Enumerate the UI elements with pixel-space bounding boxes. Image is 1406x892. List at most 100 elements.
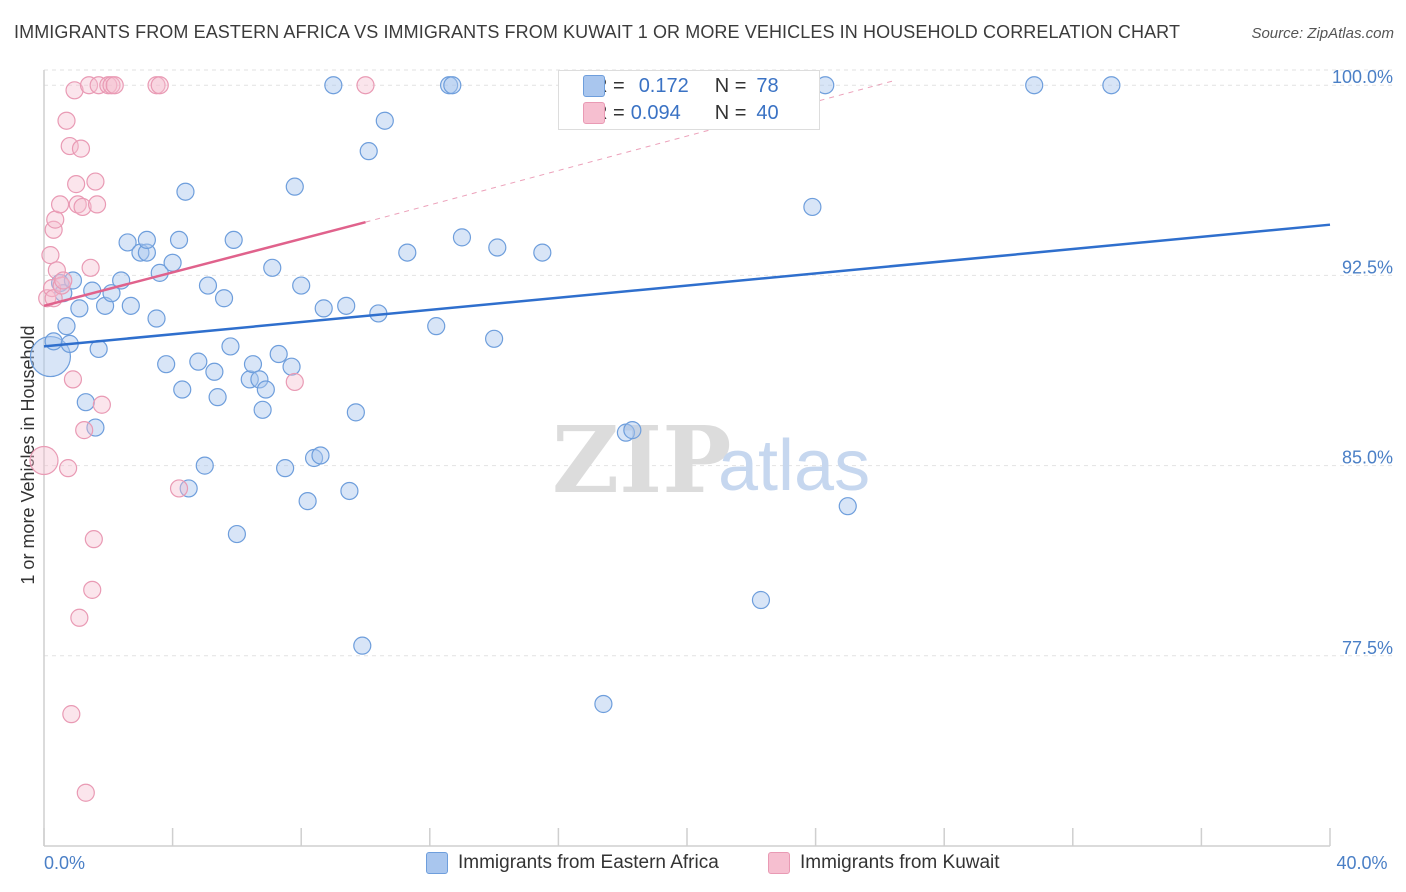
data-point-kuwait	[68, 195, 87, 214]
data-point-eastern-africa	[253, 400, 272, 419]
data-point-kuwait	[89, 76, 108, 95]
data-point-eastern-africa	[340, 481, 359, 501]
x-tick-marks	[43, 828, 1331, 846]
legend-row-kuwait: R = 0.094 N = 40	[583, 101, 779, 125]
series-eastern-africa-points	[29, 76, 1121, 714]
data-point-kuwait	[87, 195, 107, 214]
data-point-kuwait	[46, 210, 65, 229]
data-point-eastern-africa	[250, 370, 269, 389]
data-point-kuwait	[38, 289, 57, 308]
data-point-eastern-africa	[276, 459, 295, 478]
data-point-kuwait	[62, 705, 81, 724]
data-point-eastern-africa	[311, 446, 330, 465]
x-tick-label: 40.0%	[1336, 853, 1387, 873]
data-point-kuwait	[57, 111, 76, 130]
legend-r-value: 0.172	[638, 74, 689, 97]
data-point-eastern-africa	[157, 355, 176, 374]
watermark: ZIP atlas	[552, 406, 870, 514]
data-point-eastern-africa	[452, 228, 472, 247]
data-point-eastern-africa	[163, 253, 182, 272]
data-point-kuwait	[73, 197, 92, 217]
trendline-kuwait-extension	[365, 79, 897, 223]
legend-row-eastern-africa: R = 0.172 N = 78	[583, 74, 779, 98]
data-point-eastern-africa	[443, 76, 462, 95]
data-point-eastern-africa	[208, 388, 227, 407]
bottom-legend-eastern-africa: Immigrants from Eastern Africa	[426, 852, 719, 874]
data-point-eastern-africa	[285, 177, 304, 196]
data-point-kuwait	[41, 246, 60, 265]
data-point-kuwait	[71, 139, 91, 158]
legend-n-value: 40	[756, 101, 779, 124]
data-point-eastern-africa	[838, 497, 857, 516]
data-point-eastern-africa	[282, 357, 301, 376]
data-point-eastern-africa	[147, 309, 166, 328]
bottom-legend-kuwait: Immigrants from Kuwait	[768, 852, 1000, 874]
bottom-legend-label: Immigrants from Eastern Africa	[458, 852, 719, 873]
data-point-eastern-africa	[298, 492, 317, 511]
data-point-eastern-africa	[176, 182, 195, 201]
data-point-eastern-africa	[118, 233, 137, 252]
data-point-eastern-africa	[221, 337, 240, 356]
data-point-kuwait	[285, 372, 304, 392]
y-tick-label: 85.0%	[1342, 448, 1393, 468]
data-point-kuwait	[67, 175, 86, 194]
trendline-kuwait	[43, 220, 366, 308]
data-point-eastern-africa	[269, 344, 288, 364]
y-axis-label: 1 or more Vehicles in Household	[18, 325, 38, 584]
data-point-eastern-africa	[173, 380, 192, 399]
data-point-kuwait	[356, 76, 375, 95]
legend-n-label: N =	[714, 101, 747, 124]
data-point-eastern-africa	[179, 479, 198, 498]
data-point-kuwait	[92, 395, 111, 414]
data-point-eastern-africa	[189, 352, 208, 371]
data-point-eastern-africa	[137, 243, 156, 262]
bottom-legend-swatch-pink	[768, 852, 790, 874]
y-tick-label: 77.5%	[1342, 638, 1393, 658]
data-point-eastern-africa	[375, 111, 394, 130]
y-tick-labels: 77.5% 85.0% 92.5% 100.0%	[1332, 67, 1393, 658]
data-point-eastern-africa	[256, 380, 275, 399]
data-point-eastern-africa	[214, 289, 234, 308]
chart-source: Source: ZipAtlas.com	[1251, 25, 1394, 42]
legend-swatch-blue	[583, 75, 605, 97]
data-point-kuwait	[83, 580, 102, 599]
data-point-eastern-africa	[198, 276, 218, 295]
data-point-eastern-africa	[324, 76, 343, 95]
data-point-eastern-africa	[398, 243, 417, 262]
watermark-atlas: atlas	[718, 426, 870, 506]
data-point-kuwait	[76, 783, 95, 802]
data-point-kuwait	[63, 370, 83, 389]
data-point-kuwait	[50, 195, 70, 214]
data-point-kuwait	[84, 530, 103, 549]
data-point-eastern-africa	[314, 299, 333, 318]
data-point-eastern-africa	[243, 355, 263, 374]
legend-swatch-pink	[583, 102, 605, 124]
data-point-eastern-africa	[359, 142, 378, 161]
data-point-eastern-africa	[195, 456, 214, 475]
y-tick-label: 100.0%	[1332, 67, 1393, 87]
data-point-eastern-africa	[86, 418, 105, 437]
chart-title: IMMIGRANTS FROM EASTERN AFRICA VS IMMIGR…	[14, 22, 1181, 42]
data-point-eastern-africa	[533, 243, 552, 262]
data-point-kuwait	[79, 76, 99, 95]
data-point-eastern-africa	[70, 299, 89, 318]
data-point-eastern-africa	[353, 636, 372, 655]
data-point-eastern-africa	[205, 362, 224, 381]
data-point-eastern-africa	[263, 258, 282, 277]
data-point-eastern-africa	[751, 590, 771, 610]
data-point-eastern-africa	[346, 403, 365, 422]
data-point-eastern-africa	[292, 276, 311, 295]
data-point-kuwait	[169, 479, 189, 498]
data-point-kuwait	[65, 81, 84, 100]
data-point-eastern-africa	[63, 271, 83, 290]
data-point-eastern-africa	[427, 317, 446, 336]
data-point-eastern-africa	[76, 393, 95, 412]
data-point-kuwait	[29, 445, 59, 476]
data-point-kuwait	[81, 258, 100, 277]
trend-lines	[43, 79, 1331, 348]
data-point-kuwait	[75, 421, 94, 440]
data-point-kuwait	[150, 76, 169, 95]
data-point-eastern-africa	[227, 524, 246, 544]
data-point-eastern-africa	[623, 421, 642, 440]
